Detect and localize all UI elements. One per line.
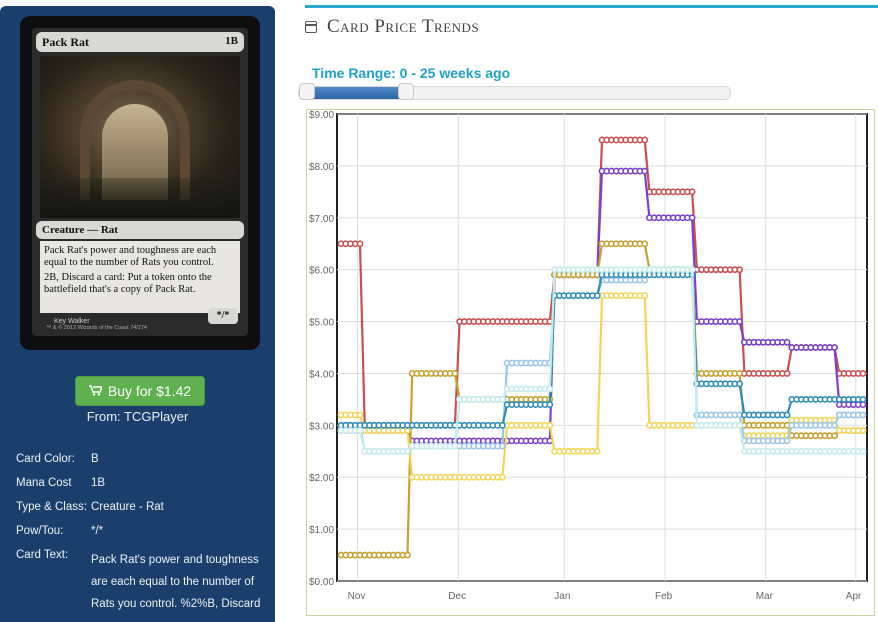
data-point: [593, 292, 601, 300]
y-tick-label: $0.00: [309, 577, 334, 588]
data-point: [783, 338, 791, 346]
y-tick-label: $4.00: [309, 369, 334, 380]
calendar-icon: [305, 21, 317, 33]
data-point: [498, 473, 506, 481]
data-point: [498, 442, 506, 450]
card-name: Pack Rat: [42, 35, 89, 49]
x-tick-label: Nov: [348, 591, 366, 602]
data-point: [641, 136, 649, 144]
data-point: [859, 395, 867, 403]
y-tick-label: $9.00: [309, 110, 334, 121]
info-value: Pack Rat's power and toughness are each …: [91, 554, 261, 610]
card-type-line: Creature — Rat: [42, 224, 118, 236]
data-point: [641, 292, 649, 300]
info-label: Mana Cost: [16, 477, 72, 489]
info-value: 1B: [91, 477, 106, 489]
y-tick-label: $2.00: [309, 473, 334, 484]
mana-cost-symbols: 1B: [225, 35, 238, 47]
data-point: [451, 370, 459, 377]
data-point: [736, 318, 744, 325]
card-artwork: [40, 56, 240, 218]
data-point: [546, 385, 554, 393]
y-tick-label: $7.00: [309, 214, 334, 225]
price-chart: $0.00 $1.00 $2.00 $3.00 $4.00 $5.00 $6.00 $7.00…: [306, 109, 875, 616]
data-point: [831, 432, 838, 440]
data-point: [593, 447, 601, 455]
buy-button[interactable]: Buy for $1.42: [75, 376, 205, 406]
y-tick-label: $8.00: [309, 162, 334, 173]
y-tick-label: $6.00: [309, 266, 334, 277]
data-point: [546, 421, 554, 429]
rules-paragraph-2: 2B, Discard a card: Put a token onto the…: [44, 272, 212, 295]
info-value: Creature - Rat: [91, 501, 164, 513]
data-point: [859, 427, 867, 434]
data-point: [736, 266, 744, 274]
price-source: From: TCGPlayer: [86, 409, 189, 424]
data-point: [688, 266, 696, 274]
card-artist: Key Walker: [54, 318, 90, 325]
data-point: [859, 447, 867, 455]
power-toughness-box: */*: [208, 308, 238, 324]
data-point: [404, 447, 411, 455]
y-tick-label: $1.00: [309, 525, 334, 536]
section-divider: [305, 5, 878, 8]
buy-button-label: Buy for $1.42: [107, 383, 192, 399]
data-point: [783, 437, 791, 445]
data-point: [859, 411, 867, 419]
art-archway: [80, 80, 190, 200]
data-point: [356, 411, 364, 419]
data-point: [859, 370, 867, 377]
data-point: [736, 421, 744, 429]
info-value: */*: [91, 525, 104, 537]
data-point: [498, 395, 506, 403]
card-rules-text: Pack Rat's power and toughness are each …: [40, 241, 240, 313]
card-copyright: ™ & © 2012 Wizards of the Coast 74/274: [46, 325, 147, 331]
x-tick-label: Dec: [448, 591, 466, 602]
rules-paragraph-1: Pack Rat's power and toughness are each …: [44, 245, 217, 268]
data-point: [404, 551, 411, 559]
info-label: Pow/Tou:: [16, 525, 64, 537]
art-ground: [40, 178, 240, 218]
info-label: Type & Class:: [16, 501, 87, 513]
price-chart-svg: $0.00 $1.00 $2.00 $3.00 $4.00 $5.00 $6.00 $7.00…: [309, 110, 868, 602]
card-title-bar: Pack Rat 1B: [36, 32, 244, 52]
data-point: [831, 421, 838, 429]
y-tick-label: $5.00: [309, 318, 334, 329]
data-point: [688, 214, 696, 222]
data-point: [356, 427, 364, 434]
card-image: Pack Rat 1B Creature — Rat Pack Rat's po…: [20, 16, 260, 350]
section-title: Card Price Trends: [305, 16, 479, 38]
data-point: [546, 401, 554, 408]
y-tick-label: $3.00: [309, 421, 334, 432]
data-point: [831, 344, 838, 351]
info-label: Card Text:: [16, 549, 69, 561]
data-point: [736, 380, 744, 388]
data-point: [641, 240, 649, 248]
slider-handle-end[interactable]: [398, 83, 414, 100]
data-point: [498, 421, 506, 429]
card-sidebar: Pack Rat 1B Creature — Rat Pack Rat's po…: [0, 6, 275, 622]
card-frame: Pack Rat 1B Creature — Rat Pack Rat's po…: [32, 28, 248, 336]
slider-selected-range: [307, 87, 406, 99]
x-tick-label: Jan: [554, 591, 570, 602]
x-tick-label: Apr: [846, 591, 862, 602]
section-title-text: Card Price Trends: [327, 16, 480, 37]
data-point: [688, 188, 696, 196]
info-label: Card Color:: [16, 453, 75, 465]
time-range-label: Time Range: 0 - 25 weeks ago: [312, 65, 511, 81]
x-tick-label: Feb: [655, 591, 673, 602]
info-value: B: [91, 453, 99, 465]
slider-handle-start[interactable]: [299, 83, 315, 100]
data-point: [356, 240, 364, 248]
data-point: [451, 442, 459, 450]
card-type-bar: Creature — Rat: [36, 221, 244, 239]
card-footer: Key Walker ™ & © 2012 Wizards of the Coa…: [36, 308, 244, 332]
data-point: [641, 167, 649, 175]
cart-icon: [88, 378, 104, 406]
data-point: [783, 411, 791, 419]
data-point: [783, 370, 791, 377]
x-tick-label: Mar: [756, 591, 774, 602]
data-point: [736, 370, 744, 377]
